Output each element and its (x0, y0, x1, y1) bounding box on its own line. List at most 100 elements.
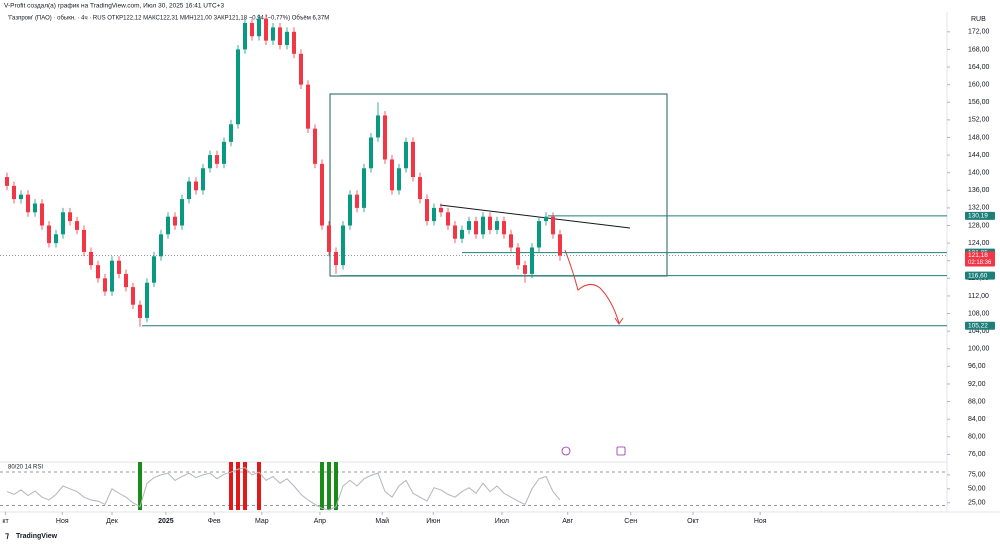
rsi-label: 80/20 14 RSI (8, 465, 43, 471)
candle-body (425, 199, 429, 222)
candle-body (551, 216, 555, 235)
x-tick-label: Авг (562, 518, 573, 525)
candle-body (530, 247, 534, 274)
candle-body (215, 155, 219, 164)
candle-body (173, 216, 177, 226)
y-tick-label: 152,00 (968, 117, 990, 124)
forecast-arrow (564, 249, 620, 324)
candle-body (5, 177, 9, 186)
candle-body (271, 27, 275, 41)
candle-body (474, 221, 478, 235)
rsi-signal (334, 462, 338, 510)
candle-body (320, 163, 324, 226)
y-tick-label: 128,00 (968, 222, 990, 229)
candle-body (509, 234, 513, 248)
rsi-signal (257, 462, 261, 510)
candle-body (194, 181, 198, 191)
y-tick-label: 140,00 (968, 170, 990, 177)
candle-body (292, 31, 296, 54)
y-tick-label: 92,00 (968, 381, 986, 388)
price-label: 121,18 (968, 252, 988, 259)
candle-body (446, 212, 450, 226)
candle-body (117, 260, 121, 274)
header: V-Profit создал(а) график на TradingView… (4, 3, 224, 10)
candle-body (432, 207, 436, 222)
y-tick-label: 144,00 (968, 152, 990, 159)
level-tag (965, 271, 995, 280)
x-tick-label: Ноя (754, 518, 767, 525)
candle-body (19, 194, 23, 200)
candle-body (33, 203, 37, 213)
candle-body (313, 128, 317, 164)
candle-body (369, 137, 373, 169)
level-tag (965, 321, 995, 330)
candle-body (124, 273, 128, 288)
candle-body (404, 141, 408, 169)
rsi-signal (327, 462, 331, 510)
trend-line (439, 204, 631, 229)
candle-body (558, 234, 562, 256)
candle-body (334, 251, 338, 266)
candle-body (488, 216, 492, 230)
x-tick-label: Окт (687, 518, 700, 525)
countdown: 02:18:36 (968, 260, 992, 266)
candle-body (348, 194, 352, 226)
event-icon[interactable] (616, 446, 626, 456)
rsi-signal (320, 462, 324, 510)
candle-body (397, 168, 401, 191)
footer-logo: TradingView (16, 533, 58, 540)
candle-body (236, 49, 240, 125)
y-tick-label: 136,00 (968, 187, 990, 194)
y-tick-label: 100,00 (968, 346, 990, 353)
candle-body (187, 181, 191, 200)
candle-body (327, 225, 331, 252)
candle-body (145, 282, 149, 318)
x-tick-label: Мар (255, 518, 269, 525)
y-tick-label: 148,00 (968, 134, 990, 141)
level-label: 130,19 (968, 213, 988, 220)
y-tick-label: 164,00 (968, 64, 990, 71)
candle-body (110, 260, 114, 292)
y-tick-label: 96,00 (968, 363, 986, 370)
candle-body (159, 234, 163, 257)
rsi-signal (138, 462, 142, 510)
candle-body (54, 234, 58, 244)
x-tick-label: кт (2, 518, 9, 525)
legend-title: 'Газпром' (ПАО) · обыкн. · 4ч · RUS ОТКР… (8, 16, 329, 22)
candle-body (180, 199, 184, 226)
candle-body (222, 141, 226, 164)
currency: RUB (971, 16, 986, 23)
x-tick-label: Апр (314, 518, 326, 525)
rsi-signal (243, 462, 247, 510)
y-tick-label: 172,00 (968, 29, 990, 36)
candle-body (166, 216, 170, 235)
y-tick-label: 132,00 (968, 205, 990, 212)
candle-body (257, 18, 261, 37)
candle-body (418, 177, 422, 200)
y-tick-label: 156,00 (968, 99, 990, 106)
candle-body (75, 221, 79, 230)
x-tick-label: Дек (106, 518, 119, 525)
candle-body (201, 168, 205, 191)
candle-body (383, 115, 387, 160)
candle-body (26, 194, 30, 213)
rsi-tick-label: 25,00 (968, 500, 986, 507)
y-tick-label: 88,00 (968, 398, 986, 405)
y-tick-label: 84,00 (968, 416, 986, 423)
x-tick-label: Май (375, 517, 389, 525)
y-tick-label: 80,00 (968, 434, 986, 441)
x-tick-label: Фев (208, 518, 221, 525)
logo-mark: ⁊ (5, 531, 9, 540)
candle-body (355, 194, 359, 208)
candle-body (439, 207, 443, 213)
event-icon[interactable] (561, 446, 571, 456)
candle-body (495, 221, 499, 230)
candle-body (68, 212, 72, 222)
x-tick-label: Июн (426, 518, 440, 525)
candle-body (152, 256, 156, 283)
level-label: 105,22 (968, 322, 988, 329)
candle-body (523, 265, 527, 274)
candle-body (243, 23, 247, 50)
x-tick-label: Сен (624, 518, 637, 525)
